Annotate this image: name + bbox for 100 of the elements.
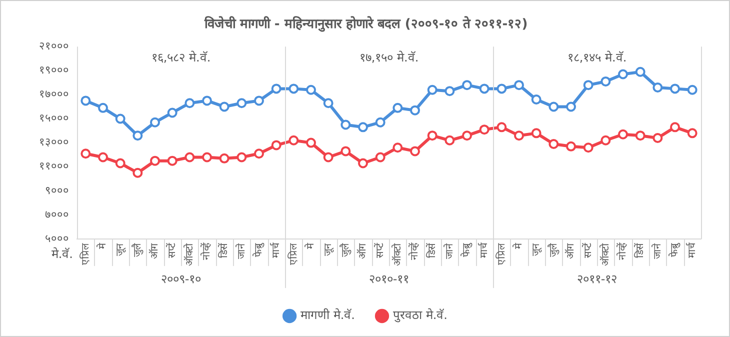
point <box>323 152 334 162</box>
point <box>652 132 663 143</box>
point <box>444 86 455 96</box>
point <box>254 96 264 106</box>
point <box>687 128 698 138</box>
point <box>618 129 628 140</box>
x-tick-label: ऑग <box>356 243 369 259</box>
point <box>271 140 282 150</box>
y-tick-label: २१००० <box>39 39 69 52</box>
point <box>392 102 403 113</box>
point <box>462 80 472 90</box>
legend-label: पुरवठा मे.वॅ. <box>393 308 448 324</box>
point <box>670 122 680 132</box>
x-tick-label: मे <box>96 242 109 249</box>
point <box>600 76 611 86</box>
point <box>410 105 420 116</box>
point <box>271 84 282 94</box>
point <box>583 80 594 90</box>
x-tick-label: फेब्रु <box>460 242 473 257</box>
point <box>288 84 299 94</box>
x-tick-label: एप्रिल <box>79 243 92 265</box>
y-tick-label: १३००० <box>39 136 69 149</box>
point <box>132 130 143 141</box>
point <box>202 96 212 106</box>
point <box>531 94 542 105</box>
x-tick-label: एप्रिल <box>287 243 300 265</box>
x-tick-label: ऑक्टो <box>599 243 612 266</box>
point <box>340 120 351 130</box>
x-tick-label: डिसें <box>218 243 230 258</box>
point <box>375 152 386 162</box>
y-axis-title: मे.वॅ. <box>51 247 73 262</box>
x-tick-label: सप्टें <box>582 242 594 258</box>
x-tick-label: मार्च <box>686 242 698 258</box>
y-tick-label: ५००० <box>45 232 69 245</box>
point <box>548 139 559 150</box>
point <box>375 117 386 128</box>
point <box>98 152 108 162</box>
point <box>236 152 247 162</box>
point <box>219 102 230 112</box>
point <box>444 135 455 146</box>
text: २०१०-११ <box>368 272 410 286</box>
point <box>132 168 143 178</box>
x-tick-label: ऑक्टो <box>183 243 196 266</box>
point <box>254 148 264 159</box>
point <box>358 158 368 168</box>
point <box>618 69 628 80</box>
point <box>531 128 542 138</box>
point <box>479 84 490 94</box>
x-tick-label: सप्टें <box>166 242 178 258</box>
point <box>340 146 351 156</box>
point <box>635 66 646 77</box>
x-tick-label: ऑग <box>148 243 161 259</box>
x-tick-label: सप्टें <box>374 242 386 258</box>
x-tick-label: मे <box>512 242 525 249</box>
text: २००९-१० <box>160 272 202 286</box>
x-tick-label: ऑक्टो <box>391 243 404 266</box>
y-tick-label: ७००० <box>45 208 69 221</box>
x-tick-label: फेब्रु <box>668 242 681 257</box>
point <box>306 138 316 148</box>
x-tick-label: डिसें <box>634 243 646 258</box>
x-tick-label: मार्च <box>478 242 490 258</box>
annotation: १६,५८२ मे.वॅ. <box>151 50 211 65</box>
point <box>514 130 524 141</box>
x-tick-label: जुलै <box>339 243 352 257</box>
point <box>80 96 91 106</box>
point <box>115 114 126 124</box>
legend-label: मागणी मे.वॅ. <box>300 308 356 322</box>
point <box>80 148 91 159</box>
x-tick-label: डिसें <box>426 243 438 258</box>
x-tick-label: जून <box>322 243 334 256</box>
annotation: १८,१४५ मे.वॅ. <box>567 50 627 65</box>
x-tick-label: एप्रिल <box>495 243 508 265</box>
y-tick-label: ११००० <box>39 160 69 173</box>
point <box>670 84 680 94</box>
point <box>410 146 420 156</box>
point <box>600 135 611 146</box>
point <box>184 152 195 162</box>
point <box>496 122 507 132</box>
point <box>150 156 160 166</box>
text: २०११-१२ <box>576 272 618 286</box>
y-tick-label: १९००० <box>39 64 69 77</box>
x-tick-label: फेब्रु <box>252 242 265 257</box>
point <box>566 141 576 152</box>
point <box>236 98 247 108</box>
x-tick-label: जून <box>530 243 542 256</box>
chart-title: विजेची मागणी - महिन्यानुसार होणारे बदल (२००९-१० ते २०११-१२) <box>203 16 528 32</box>
point <box>150 117 160 128</box>
x-tick-label: जुलै <box>547 243 560 257</box>
x-tick-label: जाने <box>443 243 456 259</box>
point <box>392 142 403 153</box>
point <box>635 130 646 141</box>
point <box>548 102 559 112</box>
x-tick-label: जुलै <box>131 243 144 257</box>
point <box>184 98 195 108</box>
y-tick-label: १७००० <box>39 88 69 101</box>
x-tick-label: जाने <box>235 243 248 259</box>
x-tick-label: नोव्हें <box>616 242 629 260</box>
point <box>427 84 438 95</box>
point <box>219 153 230 164</box>
point <box>462 130 472 141</box>
